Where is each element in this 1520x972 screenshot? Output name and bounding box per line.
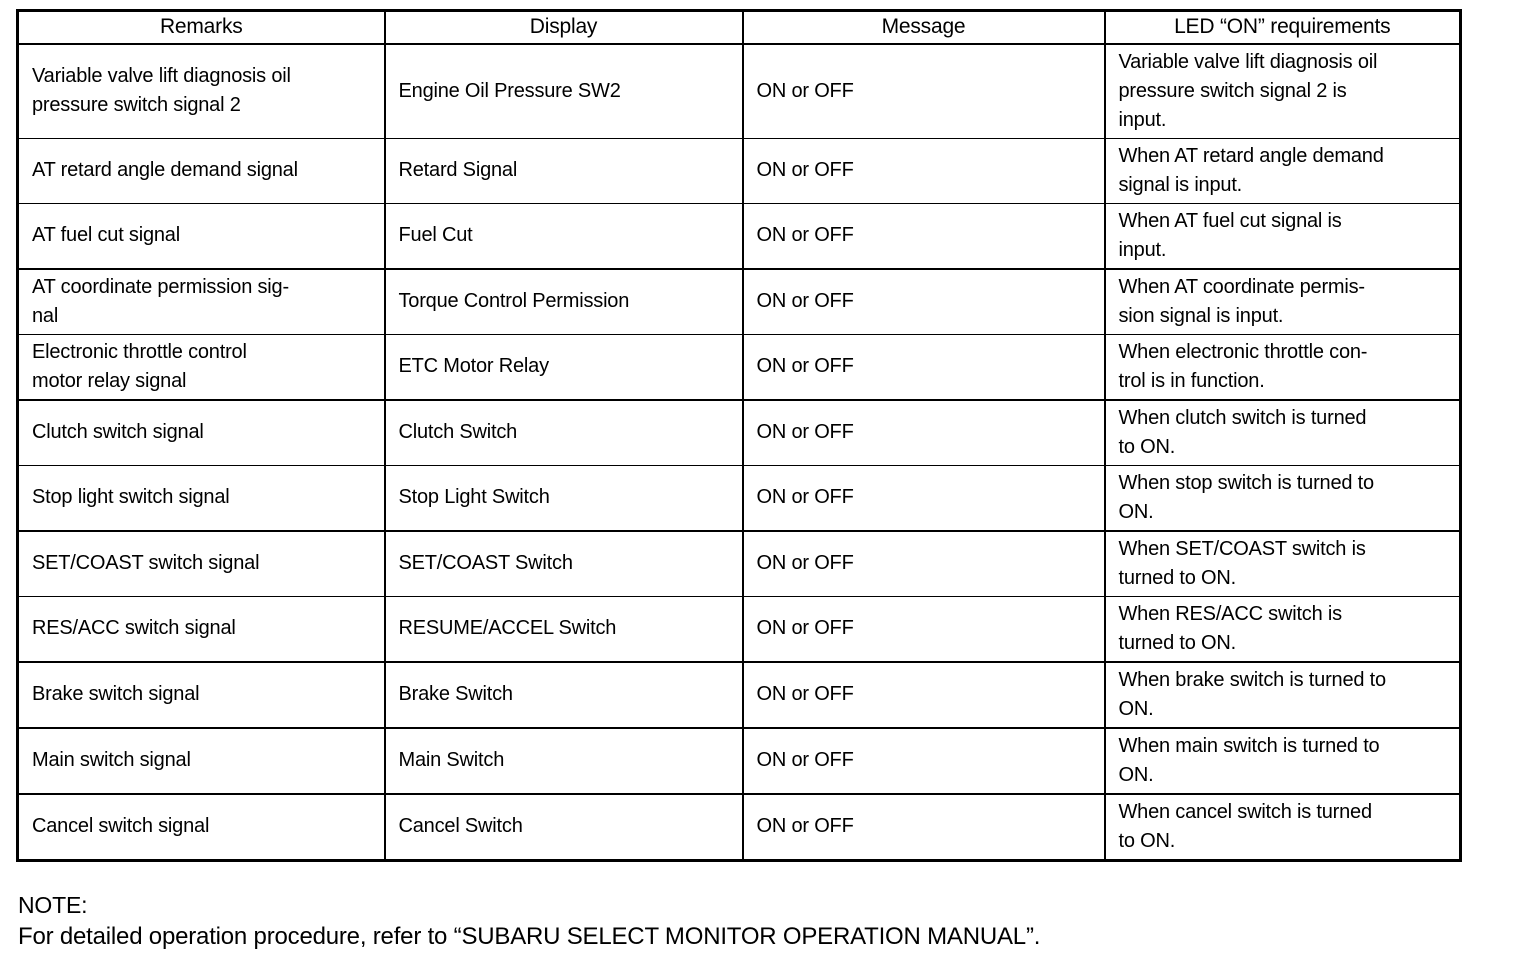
message-cell: ON or OFF: [741, 138, 1105, 203]
led-cell: When AT coordinate permis- sion signal i…: [1103, 268, 1461, 334]
remarks-cell: Electronic throttle control motor relay …: [32, 340, 247, 392]
table-row: SET/COAST switch signal SET/COAST Switch…: [17, 530, 1461, 596]
remarks-cell: SET/COAST switch signal: [32, 552, 260, 574]
table-row: Brake switch signal Brake Switch ON or O…: [17, 661, 1461, 728]
remarks-cell: RES/ACC switch signal: [32, 617, 236, 639]
led-cell: Variable valve lift diagnosis oil pressu…: [1103, 43, 1461, 138]
col-header-led-requirements: LED “ON” requirements: [1103, 10, 1461, 45]
message-cell: ON or OFF: [741, 399, 1105, 465]
remarks-cell: Cancel switch signal: [32, 815, 210, 837]
table-row: Stop light switch signal Stop Light Swit…: [17, 465, 1461, 531]
display-cell: SET/COAST Switch: [383, 530, 743, 596]
table-row: Electronic throttle control motor relay …: [17, 334, 1461, 400]
table-row: Main switch signal Main Switch ON or OFF…: [17, 727, 1461, 794]
led-cell: When clutch switch is turned to ON.: [1103, 399, 1461, 465]
led-cell: When RES/ACC switch is turned to ON.: [1103, 596, 1461, 662]
led-cell: When stop switch is turned to ON.: [1103, 465, 1461, 531]
led-cell: When electronic throttle con- trol is in…: [1103, 334, 1461, 400]
display-cell: Brake Switch: [383, 661, 743, 728]
led-cell: When AT fuel cut signal is input.: [1103, 203, 1461, 269]
remarks-cell: Brake switch signal: [32, 683, 200, 705]
led-cell: When main switch is turned to ON.: [1103, 727, 1461, 794]
display-cell: Torque Control Permission: [383, 268, 743, 334]
col-header-remarks: Remarks: [17, 10, 385, 45]
display-cell: Retard Signal: [383, 138, 743, 203]
message-cell: ON or OFF: [741, 334, 1105, 400]
table-row: Variable valve lift diagnosis oil pressu…: [17, 43, 1461, 138]
message-cell: ON or OFF: [741, 43, 1105, 138]
message-cell: ON or OFF: [741, 203, 1105, 269]
message-cell: ON or OFF: [741, 268, 1105, 334]
note-label: NOTE:: [18, 892, 88, 918]
display-cell: Clutch Switch: [383, 399, 743, 465]
table-row: AT fuel cut signal Fuel Cut ON or OFF Wh…: [17, 203, 1461, 269]
remarks-cell: Main switch signal: [32, 749, 191, 771]
display-cell: Cancel Switch: [383, 793, 743, 860]
table-row: Clutch switch signal Clutch Switch ON or…: [17, 399, 1461, 465]
select-monitor-signal-table: Remarks Display Message LED “ON” require…: [16, 9, 1462, 862]
led-cell: When SET/COAST switch is turned to ON.: [1103, 530, 1461, 596]
remarks-cell: AT fuel cut signal: [32, 224, 180, 246]
col-header-display: Display: [383, 10, 743, 45]
message-cell: ON or OFF: [741, 727, 1105, 794]
message-cell: ON or OFF: [741, 465, 1105, 531]
message-cell: ON or OFF: [741, 661, 1105, 728]
table-header-row: Remarks Display Message LED “ON” require…: [17, 10, 1461, 45]
led-cell: When AT retard angle demand signal is in…: [1103, 138, 1461, 203]
table-row: AT coordinate permission sig- nal Torque…: [17, 268, 1461, 334]
remarks-cell: Clutch switch signal: [32, 421, 204, 443]
remarks-cell: Variable valve lift diagnosis oil pressu…: [32, 65, 291, 116]
display-cell: Stop Light Switch: [383, 465, 743, 531]
message-cell: ON or OFF: [741, 596, 1105, 662]
remarks-cell: AT coordinate permission sig- nal: [32, 275, 289, 327]
remarks-cell: Stop light switch signal: [32, 486, 230, 508]
display-cell: Fuel Cut: [383, 203, 743, 269]
display-cell: Main Switch: [383, 727, 743, 794]
display-cell: Engine Oil Pressure SW2: [383, 43, 743, 138]
display-cell: RESUME/ACCEL Switch: [383, 596, 743, 662]
display-cell: ETC Motor Relay: [383, 334, 743, 400]
table-row: RES/ACC switch signal RESUME/ACCEL Switc…: [17, 596, 1461, 662]
table-row: AT retard angle demand signal Retard Sig…: [17, 138, 1461, 203]
col-header-message: Message: [741, 10, 1105, 45]
table-row: Cancel switch signal Cancel Switch ON or…: [18, 793, 1461, 860]
note-text: For detailed operation procedure, refer …: [18, 923, 1041, 950]
message-cell: ON or OFF: [741, 793, 1105, 860]
message-cell: ON or OFF: [741, 530, 1105, 596]
led-cell: When brake switch is turned to ON.: [1103, 661, 1461, 728]
remarks-cell: AT retard angle demand signal: [32, 159, 298, 181]
note-block: NOTE: For detailed operation procedure, …: [18, 889, 1040, 953]
led-cell: When cancel switch is turned to ON.: [1103, 793, 1461, 860]
